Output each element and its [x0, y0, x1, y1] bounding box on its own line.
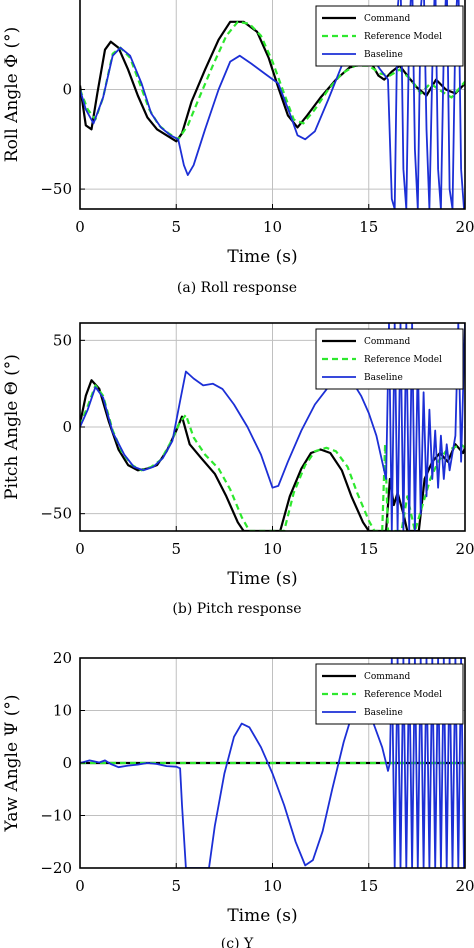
y-tick-label: 10: [53, 702, 72, 720]
panel-caption: (b) Pitch response: [172, 601, 301, 617]
legend-label-baseline: Baseline: [364, 373, 403, 383]
x-tick-label: 10: [263, 540, 282, 558]
x-tick-label: 5: [171, 877, 181, 895]
y-tick-label: −50: [40, 180, 72, 198]
panel-caption: (a) Roll response: [177, 280, 297, 296]
chart-panel-3: 0 5 10 15 20 20 10 0 −10 −20 Time (s) Yaw Angle Ψ (…: [2, 649, 474, 948]
y-tick-label: 0: [62, 754, 72, 772]
y-tick-label: 0: [62, 418, 72, 436]
y-tick-label: 50: [53, 331, 72, 349]
y-tick-label: 20: [53, 649, 72, 667]
x-axis-label: Time (s): [227, 569, 297, 589]
legend-label-reference: Reference Model: [364, 690, 442, 700]
legend-label-reference: Reference Model: [364, 355, 442, 365]
x-tick-label: 5: [171, 540, 181, 558]
y-tick-label: −50: [40, 505, 72, 523]
x-axis-label: Time (s): [227, 247, 297, 267]
y-axis-label: Yaw Angle Ψ (°): [2, 694, 22, 832]
y-axis-label: Pitch Angle Θ (°): [2, 354, 22, 500]
legend-label-baseline: Baseline: [364, 50, 403, 60]
y-tick-label: 0: [62, 81, 72, 99]
x-tick-label: 0: [75, 540, 85, 558]
series-baseline: [80, 323, 465, 531]
x-tick-label: 0: [75, 877, 85, 895]
legend: Command Reference Model Baseline: [315, 5, 464, 67]
legend-label-command: Command: [364, 672, 411, 682]
x-tick-label: 5: [171, 218, 181, 236]
x-tick-label: 10: [263, 877, 282, 895]
y-tick-label: −10: [40, 807, 72, 825]
x-tick-label: 15: [359, 540, 378, 558]
x-tick-label: 20: [455, 877, 474, 895]
x-tick-label: 10: [263, 218, 282, 236]
legend: Command Reference Model Baseline: [315, 328, 464, 390]
x-tick-label: 0: [75, 218, 85, 236]
panel-caption: (c) Y: [221, 936, 254, 948]
series-command: [80, 379, 465, 531]
x-tick-label: 15: [359, 877, 378, 895]
y-tick-label: −20: [40, 859, 72, 877]
y-axis-label: Roll Angle Φ (°): [2, 27, 22, 162]
x-tick-label: 20: [455, 540, 474, 558]
legend-label-baseline: Baseline: [364, 708, 403, 718]
x-tick-label: 15: [359, 218, 378, 236]
legend-label-command: Command: [364, 337, 411, 347]
legend-label-reference: Reference Model: [364, 32, 442, 42]
x-tick-label: 20: [455, 218, 474, 236]
legend: Command Reference Model Baseline: [315, 663, 464, 725]
legend-label-command: Command: [364, 14, 411, 24]
x-axis-label: Time (s): [227, 906, 297, 926]
